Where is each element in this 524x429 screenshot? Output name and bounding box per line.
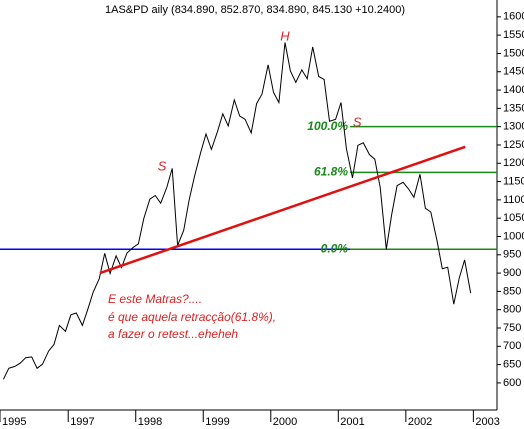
comment-line: E este Matras?....: [108, 292, 202, 306]
comment-line: a fazer o retest...eheheh: [108, 327, 238, 341]
y-tick-label: 850: [503, 285, 521, 297]
x-tick-label: 2003: [475, 416, 499, 428]
comment-line: é que aquela retracção(61.8%),: [108, 310, 276, 324]
x-tick-label: 1995: [2, 416, 26, 428]
y-tick-label: 1350: [503, 102, 524, 114]
y-tick-label: 1250: [503, 139, 524, 151]
y-tick-label: 900: [503, 267, 521, 279]
fib-label: 61.8%: [314, 165, 348, 179]
y-tick-label: 1450: [503, 66, 524, 78]
y-tick-label: 800: [503, 304, 521, 316]
y-tick-label: 600: [503, 377, 521, 389]
chart-title: 1AS&PD aily (834.890, 852.870, 834.890, …: [105, 4, 405, 16]
y-tick-label: 950: [503, 249, 521, 261]
x-tick-label: 2000: [273, 416, 297, 428]
y-tick-label: 750: [503, 322, 521, 334]
y-tick-label: 1150: [503, 175, 524, 187]
y-tick-label: 1500: [503, 47, 524, 59]
y-tick-label: 1300: [503, 121, 524, 133]
x-tick-label: 2001: [340, 416, 364, 428]
pattern-label: S: [353, 114, 362, 129]
y-tick-label: 1000: [503, 230, 524, 242]
fib-label: 0.0%: [321, 241, 349, 255]
pattern-label: H: [280, 28, 290, 43]
trendline: [99, 145, 466, 275]
price-line: [2, 42, 472, 380]
y-tick-label: 1100: [503, 194, 524, 206]
x-tick-label: 1997: [70, 416, 94, 428]
x-tick-label: 2002: [408, 416, 432, 428]
y-tick-label: 1050: [503, 212, 524, 224]
y-tick-label: 700: [503, 340, 521, 352]
x-tick-label: 1998: [138, 416, 162, 428]
y-tick-label: 1600: [503, 11, 524, 23]
y-tick-label: 1400: [503, 84, 524, 96]
fib-label: 100.0%: [307, 119, 348, 133]
x-tick-label: 1999: [205, 416, 229, 428]
y-tick-label: 1550: [503, 29, 524, 41]
pattern-label: S: [158, 158, 167, 173]
y-tick-label: 650: [503, 359, 521, 371]
